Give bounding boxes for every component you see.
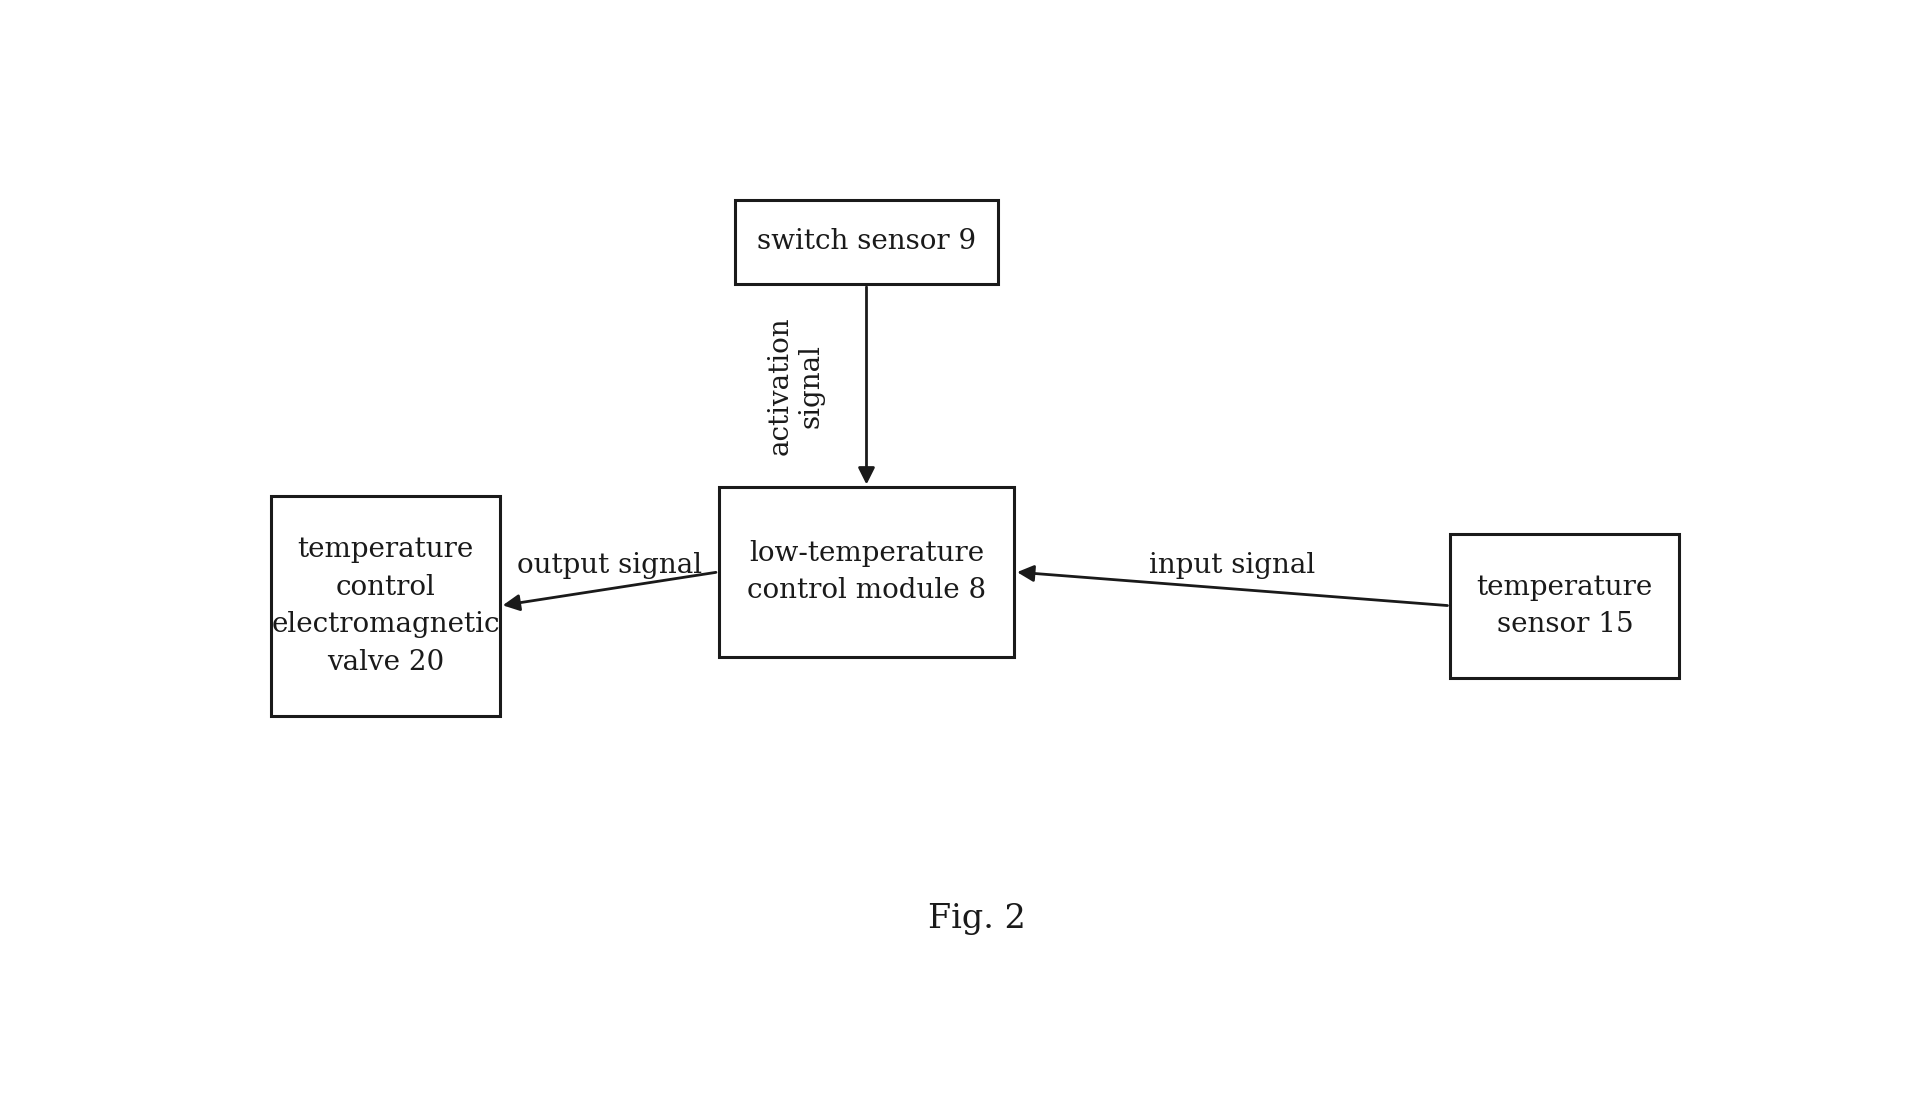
Text: low-temperature
control module 8: low-temperature control module 8 [748,540,986,604]
Bar [271,496,500,715]
Text: temperature
control
electromagnetic
valve 20: temperature control electromagnetic valv… [271,536,500,676]
Text: switch sensor 9: switch sensor 9 [757,229,976,255]
Text: temperature
sensor 15: temperature sensor 15 [1476,574,1653,639]
Text: input signal: input signal [1150,552,1316,579]
Text: Fig. 2: Fig. 2 [929,903,1026,935]
Text: activation
signal: activation signal [767,317,824,455]
Bar [719,487,1015,656]
Bar [1449,534,1680,678]
Bar [734,200,997,285]
Text: output signal: output signal [517,552,702,579]
